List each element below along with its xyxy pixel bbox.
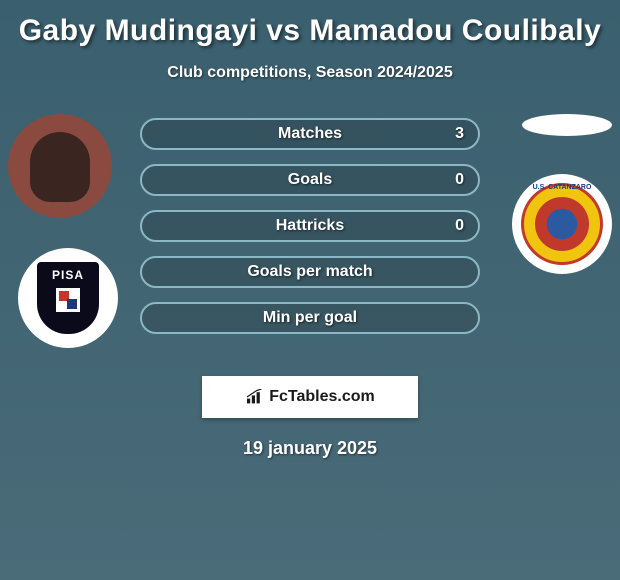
player-right <box>522 114 612 136</box>
club-right-badge: U.S. CATANZARO <box>512 174 612 274</box>
chart-icon <box>245 389 265 405</box>
stat-row-hattricks: Hattricks 0 <box>140 210 480 242</box>
stat-value-right: 0 <box>455 171 464 189</box>
comparison-card: Gaby Mudingayi vs Mamadou Coulibaly Club… <box>0 0 620 469</box>
stat-label: Matches <box>278 125 342 143</box>
player-left <box>8 114 112 218</box>
stat-label: Goals <box>288 171 332 189</box>
stat-row-matches: Matches 3 <box>140 118 480 150</box>
footer-brand-text: FcTables.com <box>269 388 375 406</box>
stat-rows: Matches 3 Goals 0 Hattricks 0 Goals per … <box>140 118 480 334</box>
pisa-logo: PISA <box>37 262 99 334</box>
footer-brand-box: FcTables.com <box>202 376 418 418</box>
stat-label: Goals per match <box>247 263 372 281</box>
stat-row-gpm: Goals per match <box>140 256 480 288</box>
stat-value-right: 0 <box>455 217 464 235</box>
player-left-avatar <box>8 114 112 218</box>
stat-label: Hattricks <box>276 217 344 235</box>
stat-row-goals: Goals 0 <box>140 164 480 196</box>
club-left-badge: PISA <box>18 248 118 348</box>
player-right-avatar-blank <box>522 114 612 136</box>
catanzaro-logo: U.S. CATANZARO <box>521 183 603 265</box>
stat-label: Min per goal <box>263 309 357 327</box>
subtitle: Club competitions, Season 2024/2025 <box>0 64 620 82</box>
date: 19 january 2025 <box>0 438 620 459</box>
page-title: Gaby Mudingayi vs Mamadou Coulibaly <box>0 14 620 48</box>
stats-area: PISA U.S. CATANZARO Matches 3 <box>0 118 620 358</box>
pisa-text: PISA <box>52 268 84 282</box>
stat-value-right: 3 <box>455 125 464 143</box>
stat-row-mpg: Min per goal <box>140 302 480 334</box>
